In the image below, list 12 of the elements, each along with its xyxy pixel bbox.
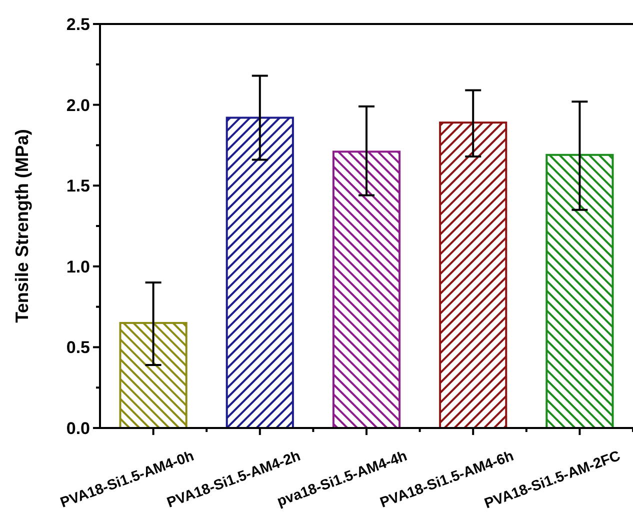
bar — [439, 122, 508, 429]
y-axis-title: Tensile Strength (MPa) — [12, 129, 32, 323]
bar — [119, 322, 188, 429]
y-tick-label: 1.0 — [66, 257, 90, 276]
bar — [226, 116, 294, 429]
bar — [332, 150, 401, 429]
y-tick-label: 2.5 — [66, 14, 90, 34]
y-tick-label: 0.5 — [66, 338, 90, 358]
y-tick-label: 2.0 — [66, 96, 90, 115]
y-tick-label: 1.5 — [66, 176, 90, 196]
y-tick-label: 0.0 — [66, 418, 90, 438]
bar — [546, 154, 614, 429]
